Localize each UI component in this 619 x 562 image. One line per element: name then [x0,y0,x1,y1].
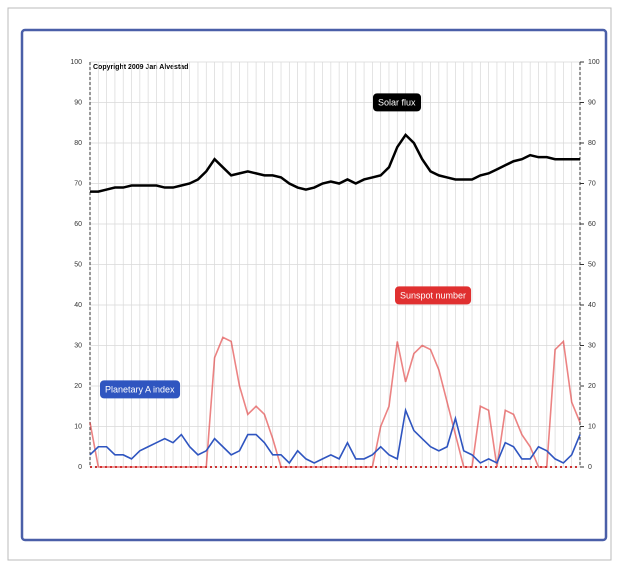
series-label-box [373,93,422,112]
y2-tick-label: 50 [588,261,596,268]
y2-tick-label: 60 [588,221,596,228]
y2-tick-label: 10 [588,423,596,430]
y-tick-label: 30 [74,342,82,349]
y-tick-label: 0 [78,464,82,471]
y-tick-label: 20 [74,383,82,390]
y-tick-label: 80 [74,140,82,147]
y2-tick-label: 0 [588,464,592,471]
y-tick-label: 50 [74,261,82,268]
y-tick-label: 60 [74,221,82,228]
series-label: Solar flux [378,97,416,107]
y-tick-label: 70 [74,180,82,187]
y-tick-label: 100 [70,59,82,66]
series-line [90,132,580,193]
y2-tick-label: 100 [588,59,600,66]
y-tick-label: 10 [74,423,82,430]
series-line [89,407,581,465]
y2-tick-label: 20 [588,383,596,390]
y2-tick-label: 80 [588,140,596,147]
series-label: Sunspot number [400,290,466,300]
y2-tick-label: 70 [588,180,596,187]
copyright: Copyright 2009 Jan Alvestad [93,64,188,71]
y2-tick-label: 30 [588,342,596,349]
series-label-box [395,286,472,305]
y2-tick-label: 40 [588,302,596,309]
y-tick-label: 40 [74,302,82,309]
y-tick-label: 90 [74,99,82,106]
series-label: Planetary A index [105,384,175,394]
series-label-box [100,380,181,399]
y2-tick-label: 90 [588,99,596,106]
